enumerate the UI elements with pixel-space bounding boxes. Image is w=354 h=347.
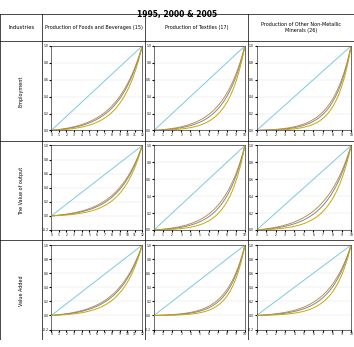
Text: The Value of output: The Value of output	[19, 167, 24, 215]
Legend: 1995, 2000, 2005: 1995, 2000, 2005	[74, 154, 120, 161]
Text: Industries: Industries	[8, 25, 34, 30]
Text: Employment: Employment	[19, 75, 24, 107]
Legend: 1995, 2000, 2005: 1995, 2000, 2005	[281, 254, 327, 261]
Text: Production of Textiles (17): Production of Textiles (17)	[165, 25, 228, 30]
Text: Value Added: Value Added	[19, 275, 24, 306]
Text: 1995, 2000 & 2005: 1995, 2000 & 2005	[137, 10, 217, 19]
Legend: 1995, 2000, 2005: 1995, 2000, 2005	[74, 254, 120, 261]
Text: Production of Other Non-Metallic
Minerals (26): Production of Other Non-Metallic Mineral…	[261, 22, 341, 33]
Text: Production of Foods and Beverages (15): Production of Foods and Beverages (15)	[45, 25, 143, 30]
Legend: 1995, 2000, 2005: 1995, 2000, 2005	[281, 154, 327, 161]
Legend: 1995, 2000, 2005: 1995, 2000, 2005	[177, 254, 222, 261]
Legend: 1995, 2000, 2005: 1995, 2000, 2005	[177, 154, 222, 161]
